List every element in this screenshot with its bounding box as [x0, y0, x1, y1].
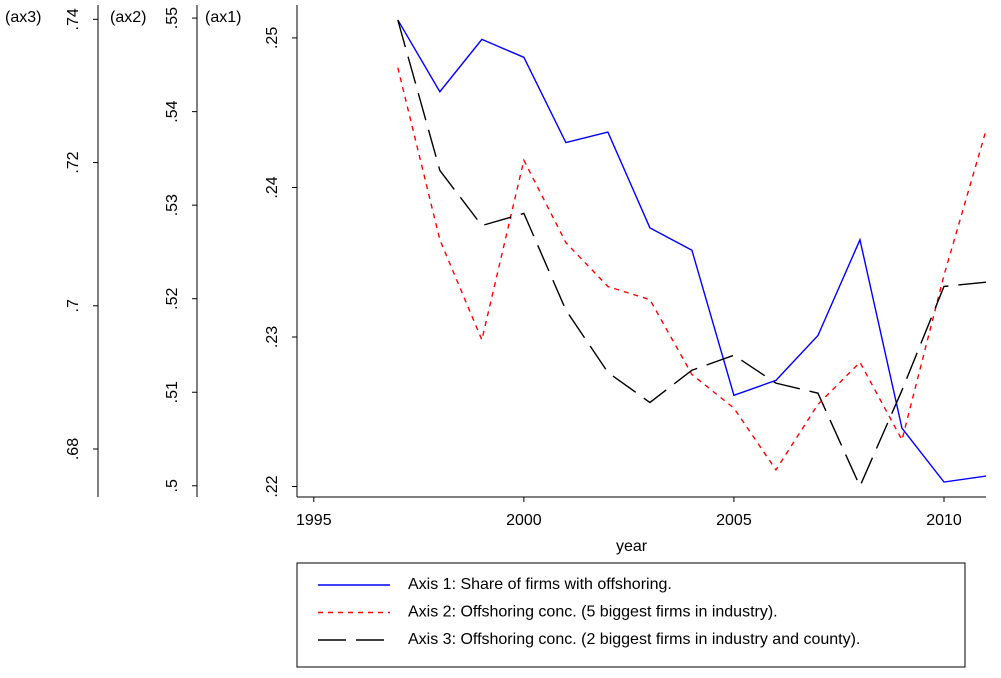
series-line: [397, 19, 987, 488]
y-tick-label: .74: [65, 8, 82, 30]
legend-box: [296, 562, 966, 668]
series-line: [397, 67, 987, 472]
x-tick-label: 2000: [506, 512, 542, 529]
y-axis-label: (ax2): [110, 9, 146, 26]
y-tick-label: .72: [65, 151, 82, 173]
y-axis-label: (ax3): [5, 9, 41, 26]
series-line: [397, 19, 987, 483]
y-tick-label: .54: [164, 100, 181, 122]
y-axis-label: (ax1): [205, 9, 241, 26]
y-tick-label: .7: [65, 299, 82, 312]
legend-label: Axis 3: Offshoring conc. (2 biggest firm…: [408, 631, 860, 648]
x-tick-label: 2005: [716, 512, 752, 529]
x-tick-label: 2010: [926, 512, 962, 529]
y-tick-label: .24: [264, 176, 281, 198]
y-tick-label: .51: [164, 381, 181, 403]
y-tick-label: .68: [65, 438, 82, 460]
y-tick-label: .5: [164, 479, 181, 492]
y-tick-label: .22: [264, 475, 281, 497]
y-tick-label: .55: [164, 7, 181, 29]
y-tick-label: .53: [164, 194, 181, 216]
y-tick-label: .23: [264, 326, 281, 348]
legend-label: Axis 1: Share of firms with offshoring.: [408, 576, 672, 593]
y-tick-label: .25: [264, 27, 281, 49]
x-axis-label: year: [616, 538, 648, 555]
y-tick-label: .52: [164, 287, 181, 309]
x-tick-label: 1995: [296, 512, 332, 529]
legend-label: Axis 2: Offshoring conc. (5 biggest firm…: [408, 604, 778, 621]
